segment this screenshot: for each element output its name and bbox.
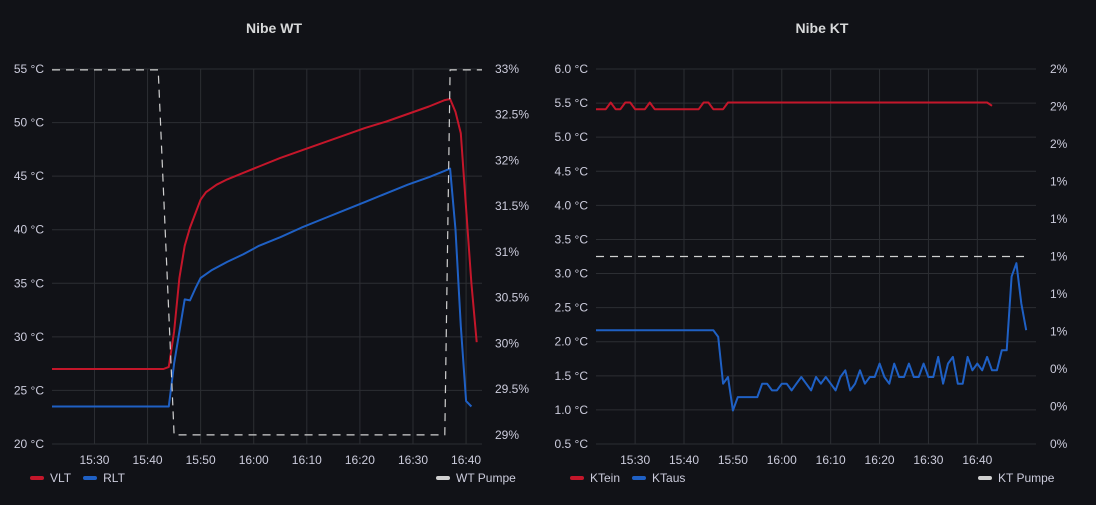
y-right-tick-label: 30% (495, 336, 519, 350)
y-right-tick-label: 29% (495, 428, 519, 442)
y-right-tick-label: 33% (495, 62, 519, 76)
x-tick-label: 15:40 (669, 453, 699, 467)
y-right-tick-label: 0% (1050, 400, 1068, 414)
legend-swatch (632, 476, 647, 480)
y-right-tick-label: 2% (1050, 137, 1068, 151)
series-line-wt-pumpe[interactable] (52, 69, 482, 436)
panel-title: Nibe WT (246, 20, 302, 36)
legend-item-vlt[interactable]: VLT (30, 471, 71, 485)
legend-swatch (436, 476, 450, 480)
y-left-tick-label: 0.5 °C (555, 437, 589, 451)
y-left-tick-label: 30 °C (14, 330, 44, 344)
y-left-tick-label: 4.5 °C (555, 164, 589, 178)
legend-right: WT Pumpe (436, 471, 528, 485)
x-tick-label: 16:30 (398, 453, 428, 467)
y-right-tick-label: 31% (495, 245, 519, 259)
legend-right: KT Pumpe (978, 471, 1066, 485)
legend-label: RLT (103, 471, 125, 485)
series-line-vlt[interactable] (52, 98, 478, 370)
legend-label: WT Pumpe (456, 471, 516, 485)
legend-item-rlt[interactable]: RLT (83, 471, 125, 485)
y-left-tick-label: 35 °C (14, 276, 44, 290)
y-right-tick-label: 1% (1050, 325, 1068, 339)
chart-nibe-kt[interactable]: 6.0 °C 5.5 °C 5.0 °C 4.5 °C 4.0 °C 3.5 °C 3.0 … (548, 0, 1096, 505)
legend-label: KTaus (652, 471, 686, 485)
y-left-tick-label: 4.0 °C (555, 198, 589, 212)
y-right-tick-label: 31.5% (495, 199, 529, 213)
y-left-tick-label: 50 °C (14, 116, 44, 130)
y-right-tick-label: 32.5% (495, 108, 529, 122)
legend-swatch (30, 476, 44, 480)
legend-label: KT Pumpe (998, 471, 1055, 485)
y-right-tick-label: 29.5% (495, 382, 529, 396)
y-right-tick-label: 2% (1050, 62, 1068, 76)
y-left-tick-label: 2.0 °C (555, 335, 589, 349)
legend: VLT RLT (30, 471, 137, 485)
legend-item-ktein[interactable]: KTein (570, 471, 620, 485)
y-left-tick-label: 1.0 °C (555, 403, 589, 417)
legend-swatch (83, 476, 98, 480)
y-right-tick-label: 1% (1050, 250, 1068, 264)
x-tick-label: 16:20 (865, 453, 895, 467)
series-line-rlt[interactable] (52, 167, 473, 408)
y-left-tick-label: 5.0 °C (555, 130, 589, 144)
legend-swatch (570, 476, 584, 480)
x-tick-label: 15:50 (718, 453, 748, 467)
legend-label: VLT (50, 471, 72, 485)
chart-nibe-wt[interactable]: 55 °C 50 °C 45 °C 40 °C 35 °C 30 °C 25 °C 20 °C… (0, 0, 548, 505)
y-left-tick-label: 3.0 °C (555, 267, 589, 281)
x-tick-label: 16:10 (292, 453, 322, 467)
x-tick-label: 16:00 (239, 453, 269, 467)
y-right-tick-label: 0% (1050, 437, 1068, 451)
y-right-tick-label: 32% (495, 153, 519, 167)
y-left-tick-label: 6.0 °C (555, 62, 589, 76)
y-left-tick-label: 3.5 °C (555, 232, 589, 246)
series-line-ktaus[interactable] (596, 262, 1028, 412)
y-left-tick-label: 5.5 °C (555, 96, 589, 110)
x-tick-label: 16:40 (962, 453, 992, 467)
y-left-tick-label: 20 °C (14, 437, 44, 451)
panel-nibe-kt: Nibe KT 6.0 °C 5.5 °C 5.0 °C 4.5 °C 4.0 °C 3.… (548, 0, 1096, 505)
x-tick-label: 15:30 (620, 453, 650, 467)
legend-swatch (978, 476, 992, 480)
y-left-tick-label: 1.5 °C (555, 369, 589, 383)
y-right-tick-label: 1% (1050, 212, 1068, 226)
x-tick-label: 16:30 (913, 453, 943, 467)
y-right-tick-label: 1% (1050, 287, 1068, 301)
y-left-tick-label: 45 °C (14, 169, 44, 183)
y-left-tick-label: 55 °C (14, 62, 44, 76)
y-right-tick-label: 2% (1050, 100, 1068, 114)
y-left-tick-label: 40 °C (14, 223, 44, 237)
legend-label: KTein (590, 471, 621, 485)
x-tick-label: 16:40 (451, 453, 481, 467)
x-tick-label: 15:30 (79, 453, 109, 467)
y-right-tick-label: 30.5% (495, 291, 529, 305)
x-tick-label: 16:20 (345, 453, 375, 467)
series-line-ktein[interactable] (596, 101, 993, 111)
x-tick-label: 16:10 (816, 453, 846, 467)
y-left-tick-label: 2.5 °C (555, 301, 589, 315)
panel-title: Nibe KT (795, 20, 849, 36)
y-left-tick-label: 25 °C (14, 383, 44, 397)
y-right-tick-label: 0% (1050, 362, 1068, 376)
legend-item-ktaus[interactable]: KTaus (632, 471, 685, 485)
panel-nibe-wt: Nibe WT 55 °C 50 °C 45 °C 40 °C 35 °C 30 °C 25… (0, 0, 548, 505)
legend-item-wt-pumpe[interactable]: WT Pumpe (436, 471, 516, 485)
y-right-tick-label: 1% (1050, 175, 1068, 189)
x-tick-label: 15:50 (186, 453, 216, 467)
legend: KTein KTaus (570, 471, 697, 485)
x-tick-label: 16:00 (767, 453, 797, 467)
legend-item-kt-pumpe[interactable]: KT Pumpe (978, 471, 1054, 485)
x-tick-label: 15:40 (133, 453, 163, 467)
